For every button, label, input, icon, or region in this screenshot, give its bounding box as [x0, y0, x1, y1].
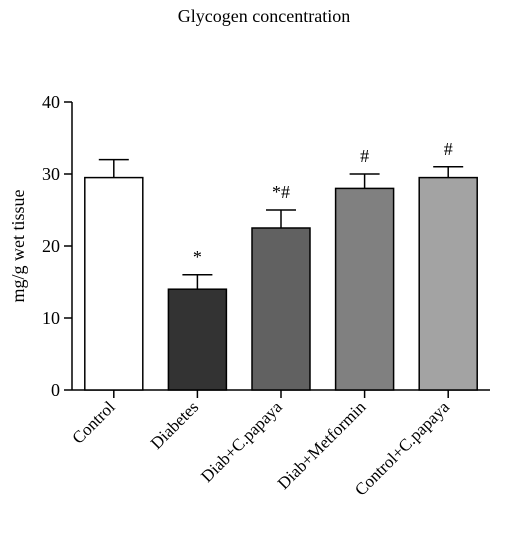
error-bars — [98, 158, 464, 290]
y-tick-label: 30 — [42, 164, 60, 184]
y-tick-label: 40 — [42, 92, 60, 112]
significance-mark: # — [360, 146, 369, 166]
x-tick-label: Diab+Metformin — [274, 397, 370, 493]
y-axis-label: mg/g wet tissue — [8, 189, 28, 302]
significance-mark: * — [193, 247, 202, 267]
significance-mark: *# — [272, 182, 290, 202]
y-ticks: 0 10 20 30 40 — [42, 92, 72, 400]
chart-title: Glycogen concentration — [178, 6, 350, 26]
x-tick-label: Diabetes — [147, 397, 202, 452]
significance-annotations: * *# # # — [193, 139, 453, 267]
x-tick-label: Control — [68, 397, 118, 447]
bar-diab-c-papaya — [251, 227, 311, 391]
bar-control-c-papaya — [418, 176, 478, 391]
y-tick-label: 10 — [42, 308, 60, 328]
bar-diabetes — [167, 288, 228, 391]
x-tick-label: Diab+C.papaya — [197, 397, 286, 486]
bars — [84, 176, 478, 391]
significance-mark: # — [444, 139, 453, 159]
x-ticks: Control DiabetesDiab+C.papayaDiab+Metform… — [68, 390, 453, 499]
bar-diab-metformin — [334, 187, 395, 391]
bar-control — [84, 176, 144, 391]
y-tick-label: 0 — [51, 380, 60, 400]
y-tick-label: 20 — [42, 236, 60, 256]
